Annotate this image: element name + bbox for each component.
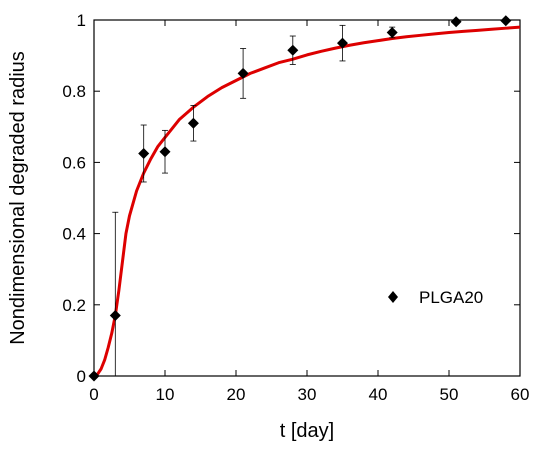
x-axis-ticks: 0 10 20 30 40 50 60 (89, 20, 529, 404)
plot-frame (93, 19, 521, 377)
fit-curve-layer (93, 25, 521, 378)
x-tick-label: 20 (227, 385, 246, 404)
data-point (500, 15, 512, 27)
x-tick-label: 10 (156, 385, 175, 404)
y-axis-title: Nondimensional degraded radius (7, 51, 29, 345)
data-point (109, 309, 121, 321)
data-point (187, 117, 199, 129)
data-point (337, 37, 348, 49)
fit-curve (93, 25, 521, 378)
data-point (138, 148, 150, 159)
y-tick-label: 0 (77, 367, 86, 386)
x-tick-label: 40 (369, 385, 388, 404)
legend: PLGA20 (388, 288, 483, 307)
data-point (159, 146, 171, 158)
data-point (450, 16, 462, 28)
data-point (237, 67, 249, 79)
data-point (386, 26, 398, 38)
y-axis-ticks: 0 0.2 0.4 0.6 0.8 1 (62, 11, 520, 386)
y-tick-label: 0.6 (62, 153, 86, 172)
data-markers (88, 15, 512, 382)
x-tick-label: 30 (298, 385, 317, 404)
x-tick-label: 0 (89, 385, 98, 404)
legend-label: PLGA20 (419, 288, 483, 307)
y-tick-label: 0.2 (62, 296, 86, 315)
data-point (287, 44, 299, 56)
y-tick-label: 0.4 (62, 225, 86, 244)
y-tick-label: 0.8 (62, 82, 86, 101)
x-tick-label: 60 (511, 385, 530, 404)
y-tick-label: 1 (77, 11, 86, 30)
error-bars (112, 19, 509, 377)
legend-marker-diamond (388, 291, 398, 303)
x-axis-title: t [day] (280, 420, 334, 442)
data-point (88, 370, 100, 382)
x-tick-label: 50 (440, 385, 459, 404)
